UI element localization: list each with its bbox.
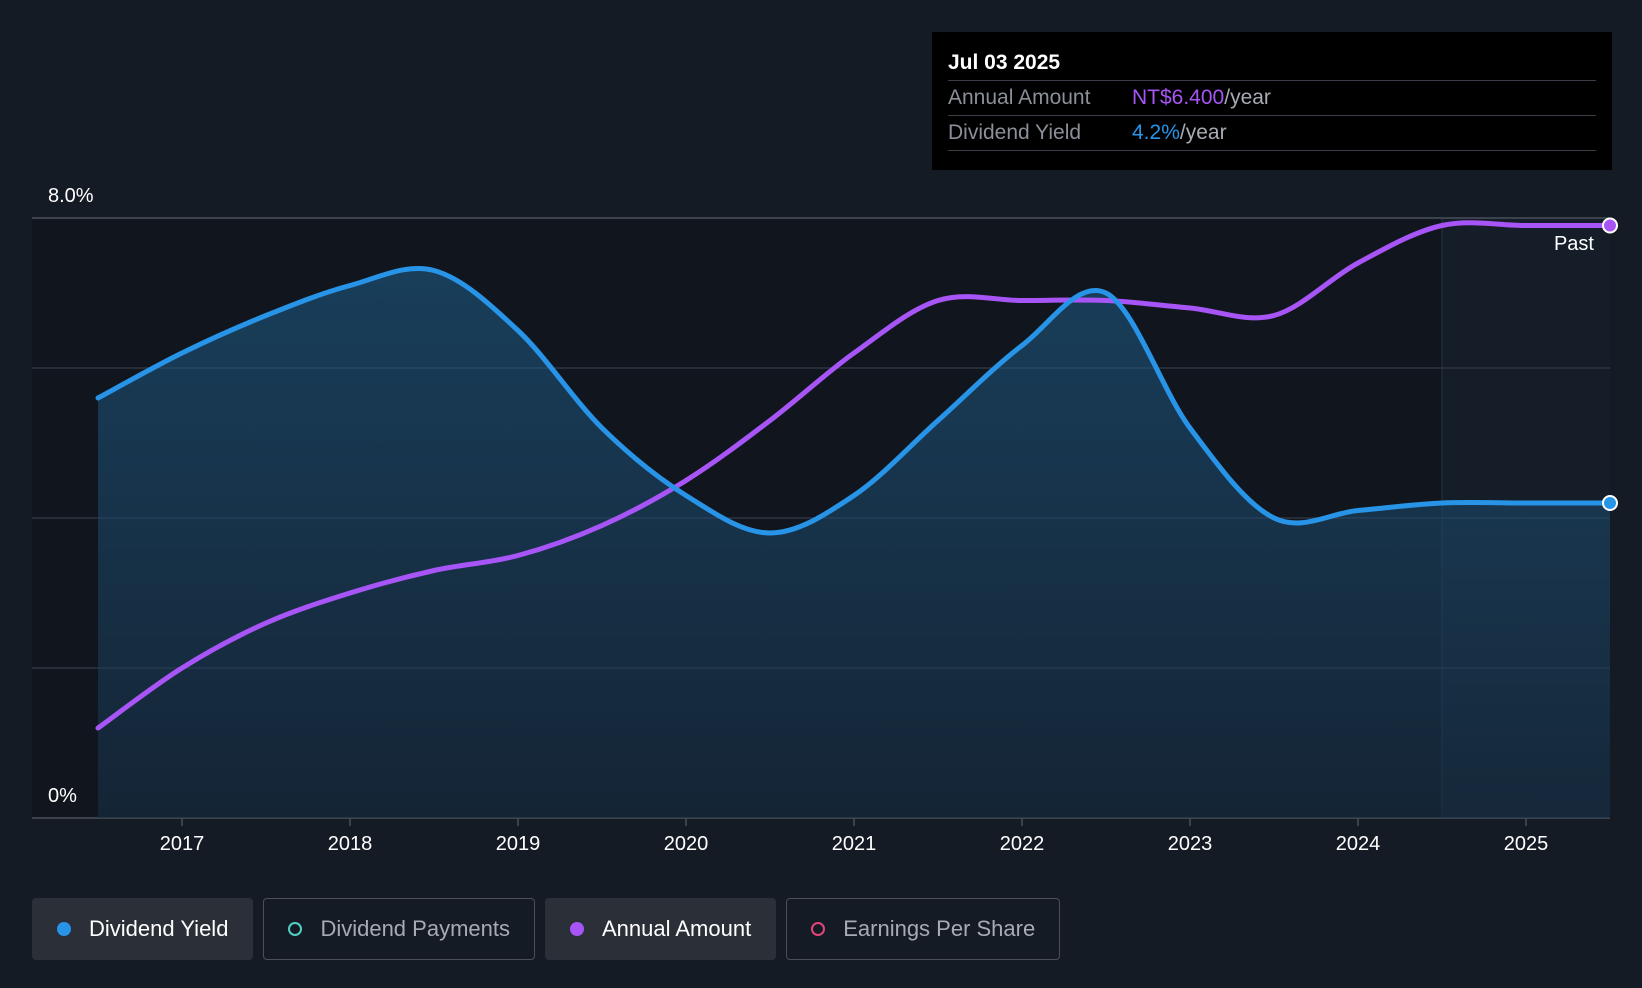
tooltip-date: Jul 03 2025 bbox=[948, 46, 1596, 81]
tooltip-unit: /year bbox=[1179, 121, 1227, 144]
x-axis-ticks: 2017 2018 2019 2020 2021 2022 2023 2024 2025 bbox=[160, 818, 1549, 855]
legend-label: Dividend Payments bbox=[320, 916, 510, 941]
x-tick-label: 2021 bbox=[832, 833, 877, 855]
yield-area bbox=[98, 268, 1610, 818]
point-dividend-yield-last bbox=[1602, 495, 1618, 511]
legend-label: Earnings Per Share bbox=[843, 916, 1036, 941]
legend-dividend-payments[interactable]: Dividend Payments bbox=[263, 898, 535, 960]
legend-dividend-yield[interactable]: Dividend Yield bbox=[32, 898, 254, 960]
tooltip-row-annual-amount: Annual Amount NT$6.400 /year bbox=[948, 81, 1596, 116]
legend-label: Annual Amount bbox=[601, 916, 752, 941]
tooltip-unit: /year bbox=[1224, 86, 1271, 109]
x-tick-label: 2024 bbox=[1336, 833, 1381, 855]
legend: Dividend Yield Dividend Payments Annual … bbox=[32, 898, 1061, 960]
x-tick-label: 2020 bbox=[664, 833, 709, 855]
y-axis-labels: 8.0% 0% bbox=[48, 185, 94, 807]
x-tick-label: 2017 bbox=[160, 833, 205, 855]
y-tick-label-bottom: 0% bbox=[48, 785, 77, 807]
legend-label: Dividend Yield bbox=[89, 916, 229, 941]
ring-icon bbox=[811, 922, 826, 936]
ring-icon bbox=[288, 922, 303, 936]
x-tick-label: 2019 bbox=[496, 833, 541, 855]
tooltip-value: NT$6.400 bbox=[1132, 86, 1225, 109]
tooltip: Jul 03 2025 Annual Amount NT$6.400 /year… bbox=[932, 32, 1612, 170]
dot-icon bbox=[569, 922, 584, 936]
series-line-dividend-yield bbox=[95, 265, 1613, 536]
series-line-annual-amount bbox=[95, 220, 1613, 731]
tooltip-label: Annual Amount bbox=[948, 86, 1091, 109]
legend-annual-amount[interactable]: Annual Amount bbox=[544, 898, 777, 960]
legend-earnings-per-share[interactable]: Earnings Per Share bbox=[786, 898, 1061, 960]
series-lines bbox=[95, 217, 1618, 731]
yield-area-fill bbox=[98, 268, 1610, 818]
past-label: Past bbox=[1554, 233, 1594, 255]
tooltip-label: Dividend Yield bbox=[948, 121, 1082, 144]
x-tick-label: 2018 bbox=[328, 833, 373, 855]
x-tick-label: 2022 bbox=[1000, 833, 1045, 855]
tooltip-row-dividend-yield: Dividend Yield 4.2% /year bbox=[948, 116, 1596, 151]
tooltip-value: 4.2% bbox=[1132, 121, 1180, 144]
y-tick-label-top: 8.0% bbox=[48, 185, 94, 207]
x-tick-label: 2025 bbox=[1504, 833, 1549, 855]
point-annual-amount-last bbox=[1602, 217, 1618, 234]
x-tick-label: 2023 bbox=[1168, 833, 1213, 855]
dot-icon bbox=[57, 922, 71, 936]
